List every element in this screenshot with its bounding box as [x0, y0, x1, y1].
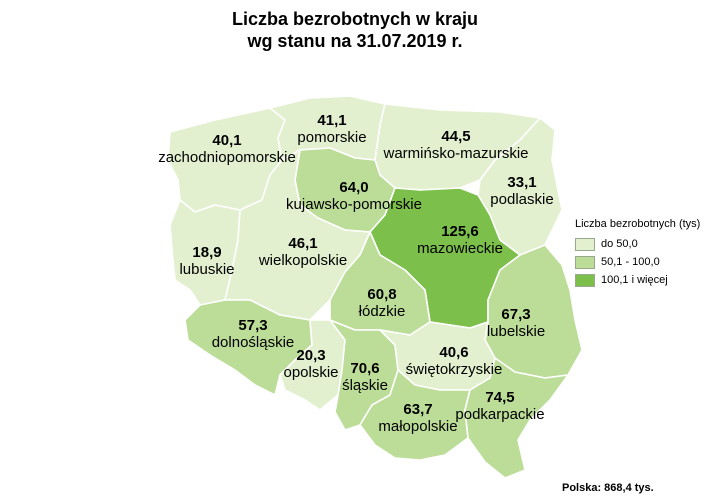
- title-line-2: wg stanu na 31.07.2019 r.: [247, 31, 463, 51]
- legend-swatch: [575, 237, 595, 251]
- name-dolnoslaskie: dolnośląskie: [211, 334, 295, 351]
- value-lubuskie: 18,9: [192, 244, 222, 261]
- name-lubuskie: lubuskie: [179, 261, 235, 278]
- total-footer: Polska: 868,4 tys.: [562, 482, 654, 494]
- legend-swatch: [575, 255, 595, 269]
- label-podlaskie: 33,1 podlaskie: [490, 174, 553, 208]
- legend-label: 100,1 i więcej: [601, 274, 668, 286]
- value-lubelskie: 67,3: [501, 306, 531, 323]
- legend-item: 100,1 i więcej: [575, 271, 700, 289]
- label-malopolskie: 63,7 małopolskie: [378, 401, 457, 435]
- label-mazowieckie: 125,6 mazowieckie: [417, 223, 503, 257]
- label-kujawsko-pomorskie: 64,0 kujawsko-pomorskie: [286, 179, 422, 213]
- value-mazowieckie: 125,6: [441, 223, 479, 240]
- name-lubelskie: lubelskie: [486, 323, 546, 340]
- name-swietokrzyskie: świętokrzyskie: [405, 361, 503, 378]
- label-dolnoslaskie: 57,3 dolnośląskie: [212, 317, 295, 351]
- map-title: Liczba bezrobotnych w kraju wg stanu na …: [0, 8, 710, 52]
- label-slaskie: 70,6 śląskie: [342, 360, 388, 394]
- label-lodzkie: 60,8 łódzkie: [359, 286, 406, 320]
- value-warminsko-mazurskie: 44,5: [441, 128, 471, 145]
- name-wielkopolskie: wielkopolskie: [258, 252, 348, 269]
- legend-item: do 50,0: [575, 235, 700, 253]
- title-line-1: Liczba bezrobotnych w kraju: [231, 9, 479, 29]
- value-malopolskie: 63,7: [403, 401, 433, 418]
- map-legend: Liczba bezrobotnych (tys) do 50,0 50,1 -…: [575, 218, 700, 289]
- label-swietokrzyskie: 40,6 świętokrzyskie: [406, 344, 503, 378]
- value-swietokrzyskie: 40,6: [439, 344, 469, 361]
- value-zachodniopomorskie: 40,1: [212, 132, 242, 149]
- name-kujawsko-pomorskie: kujawsko-pomorskie: [286, 196, 422, 213]
- legend-label: do 50,0: [601, 238, 638, 250]
- legend-label: 50,1 - 100,0: [601, 256, 660, 268]
- value-lodzkie: 60,8: [367, 286, 397, 303]
- legend-swatch: [575, 273, 595, 287]
- label-podkarpackie: 74,5 podkarpackie: [455, 389, 544, 423]
- value-podkarpackie: 74,5: [485, 389, 515, 406]
- value-dolnoslaskie: 57,3: [238, 317, 268, 334]
- name-zachodniopomorskie: zachodniopomorskie: [158, 149, 296, 166]
- value-podlaskie: 33,1: [507, 174, 537, 191]
- name-slaskie: śląskie: [342, 377, 388, 394]
- legend-title: Liczba bezrobotnych (tys): [575, 218, 701, 230]
- label-lubelskie: 67,3 lubelskie: [487, 306, 545, 340]
- region-malopolskie[interactable]: [359, 369, 471, 461]
- name-opolskie: opolskie: [283, 364, 339, 381]
- name-pomorskie: pomorskie: [297, 129, 367, 146]
- value-wielkopolskie: 46,1: [288, 235, 318, 252]
- label-warminsko-mazurskie: 44,5 warmińsko-mazurskie: [383, 128, 528, 162]
- value-slaskie: 70,6: [350, 360, 380, 377]
- label-lubuskie: 18,9 lubuskie: [179, 244, 234, 278]
- name-malopolskie: małopolskie: [378, 418, 458, 435]
- region-podkarpackie[interactable]: [464, 357, 569, 479]
- legend-item: 50,1 - 100,0: [575, 253, 700, 271]
- name-lodzkie: łódzkie: [358, 303, 406, 320]
- value-pomorskie: 41,1: [317, 112, 347, 129]
- name-podkarpackie: podkarpackie: [455, 406, 545, 423]
- value-opolskie: 20,3: [296, 347, 326, 364]
- label-wielkopolskie: 46,1 wielkopolskie: [259, 235, 347, 269]
- name-mazowieckie: mazowieckie: [417, 240, 503, 257]
- name-podlaskie: podlaskie: [490, 191, 554, 208]
- label-opolskie: 20,3 opolskie: [283, 347, 338, 381]
- name-warminsko-mazurskie: warmińsko-mazurskie: [383, 145, 529, 162]
- value-kujawsko-pomorskie: 64,0: [339, 179, 369, 196]
- label-pomorskie: 41,1 pomorskie: [297, 112, 366, 146]
- label-zachodniopomorskie: 40,1 zachodniopomorskie: [158, 132, 296, 166]
